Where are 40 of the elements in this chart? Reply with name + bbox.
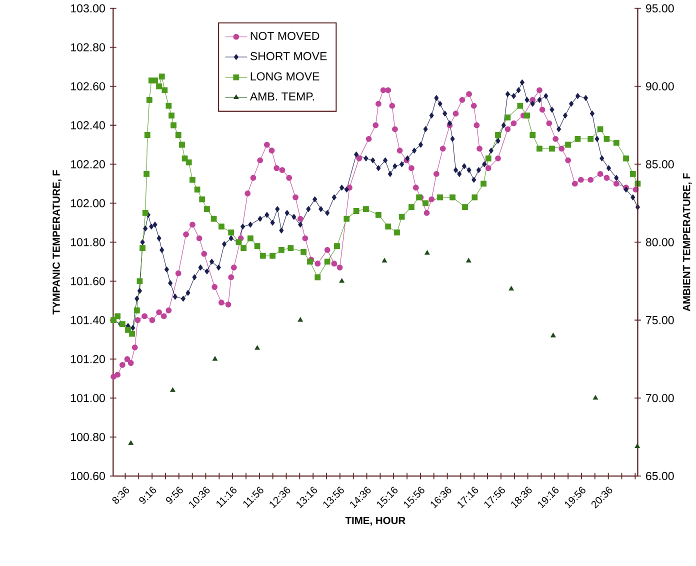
y-axis-title: TYMPANIC TEMPERATURE, F (52, 170, 62, 314)
legend-label: NOT MOVED (250, 32, 320, 40)
y-tick-label: 102.80 (71, 43, 105, 52)
point (592, 395, 598, 400)
y2-tick-label: 65.00 (646, 472, 674, 480)
point (254, 345, 260, 350)
y-tick-label: 102.00 (71, 199, 105, 208)
y-tick-label: 102.40 (71, 121, 105, 130)
point (298, 317, 303, 322)
y2-tick-label: 85.00 (646, 160, 674, 168)
x-axis-title: TIME, HOUR (345, 516, 406, 526)
y-tick-label: 103.00 (71, 4, 105, 12)
y-tick-label: 102.20 (71, 160, 105, 168)
y-tick-label: 100.80 (71, 432, 105, 442)
point (466, 258, 472, 262)
y2-tick-label: 90.00 (646, 82, 674, 90)
point (634, 443, 640, 448)
point (550, 332, 556, 338)
y2-axis-title: AMBIENT TEMPERATURE, F (683, 173, 692, 312)
point (128, 440, 134, 445)
y-tick-label: 102.60 (71, 82, 105, 90)
y-tick-label: 101.60 (71, 277, 105, 286)
y-tick-label: 101.40 (71, 316, 105, 324)
y-tick-label: 101.00 (71, 394, 105, 402)
point (508, 286, 514, 291)
point (170, 387, 176, 392)
legend-label: AMB. TEMP. (250, 92, 314, 100)
y2-tick-label: 70.00 (646, 394, 674, 402)
point (424, 250, 430, 255)
y-tick-label: 100.60 (71, 472, 105, 480)
y2-tick-label: 80.00 (646, 238, 674, 246)
point (339, 278, 344, 283)
legend-label: LONG MOVE (250, 72, 320, 80)
legend-label: SHORT MOVE (250, 52, 327, 60)
point (382, 258, 388, 262)
y2-tick-label: 75.00 (646, 316, 674, 324)
y-tick-label: 101.80 (71, 238, 105, 246)
y-tick-label: 101.20 (71, 355, 105, 364)
y2-tick-label: 95.00 (646, 4, 674, 12)
point (212, 356, 218, 361)
